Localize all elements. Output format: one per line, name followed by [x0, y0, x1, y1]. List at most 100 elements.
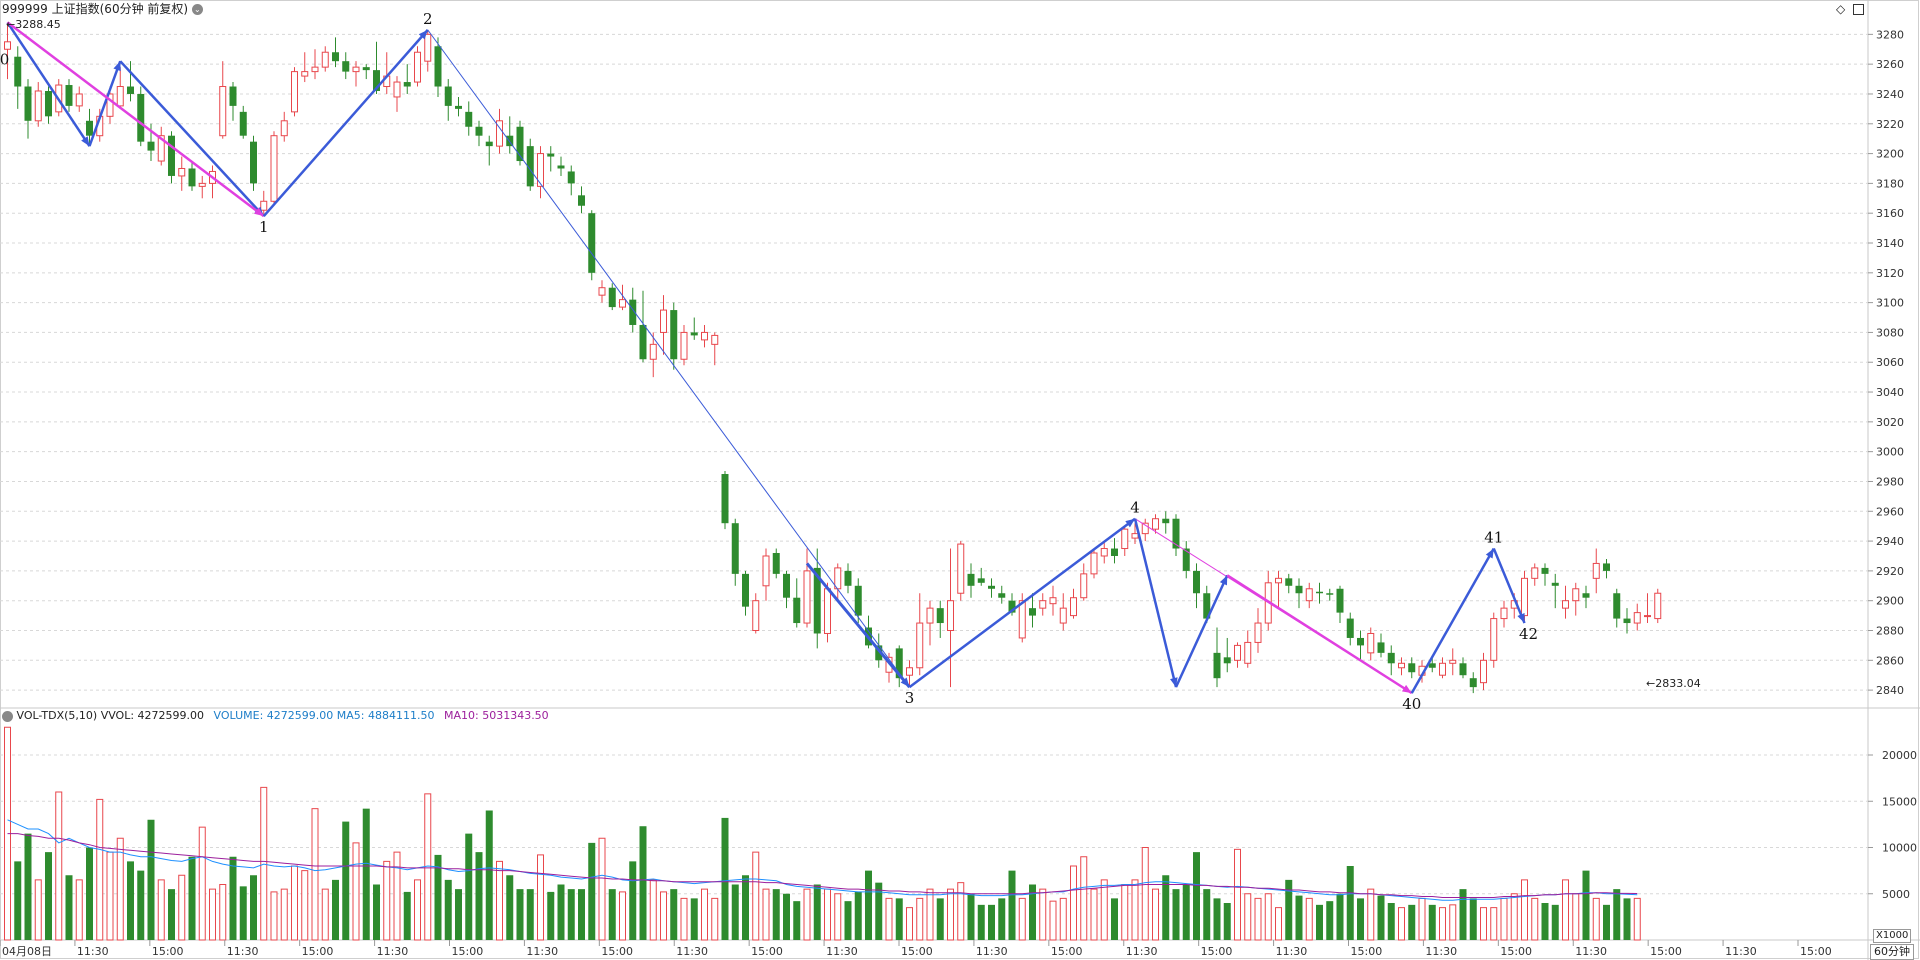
time-tick-label: 15:00: [1201, 945, 1233, 958]
candle-body-down: [1326, 593, 1334, 595]
candle-body-up: [680, 331, 688, 360]
diamond-icon[interactable]: ◇: [1836, 2, 1846, 16]
volume-bar-down: [362, 808, 370, 940]
volume-bar-down: [1213, 898, 1221, 940]
volume-bar-up: [1305, 897, 1313, 941]
candle-body-down: [65, 85, 73, 106]
candle-body-up: [260, 200, 268, 211]
candle-body-down: [936, 608, 944, 624]
zigzag-leg: [262, 29, 429, 218]
candle-body-down: [1285, 578, 1293, 586]
volume-bar-down: [1613, 889, 1621, 940]
ma5-value: MA5: 4884111.50: [336, 709, 435, 722]
zigzag-lines: [6, 21, 1526, 695]
volume-bar-up: [34, 879, 42, 941]
candle-body-down: [86, 120, 93, 136]
candle-body-down: [629, 299, 637, 325]
volume-bar-up: [1039, 888, 1047, 941]
title-dropdown-icon[interactable]: ⌄: [191, 4, 203, 15]
volume-bar-up: [198, 826, 206, 941]
volume-bar-down: [783, 893, 790, 940]
zigzag-leg-arrowhead: [1517, 613, 1525, 624]
candle-body-down: [1582, 593, 1590, 598]
time-tick-label: 11:30: [1276, 945, 1308, 958]
candle-body-up: [393, 81, 401, 98]
volume-bar-up: [157, 879, 165, 941]
candle-body-up: [1398, 662, 1405, 669]
volume-bar-up: [1254, 897, 1262, 941]
price-tick-label: 2940: [1876, 535, 1904, 548]
volume-bar-up: [1633, 897, 1641, 941]
ma10-value: MA10: 5031343.50: [443, 709, 549, 722]
volume-indicator-name[interactable]: VOL-TDX(5,10): [16, 709, 98, 722]
candle-body-down: [1336, 588, 1344, 613]
volume-bar-down: [608, 889, 616, 940]
volume-bar-up: [752, 851, 760, 941]
candle-body-down: [250, 141, 257, 184]
volume-bar-up: [1080, 856, 1088, 941]
candle-body-up: [496, 120, 503, 147]
zigzag-leg-major-arrowhead: [254, 207, 264, 217]
volume-bar-up: [834, 893, 842, 941]
zigzag-leg-arrowhead: [1219, 575, 1228, 586]
zigzag-point-label: 0: [0, 50, 9, 68]
candle-body-up: [280, 120, 288, 137]
candle-body-up: [1305, 588, 1313, 602]
zigzag-leg-major: [6, 21, 265, 218]
volume-grid: [0, 754, 1868, 895]
candle-body-up: [1480, 659, 1487, 684]
candle-body-up: [701, 331, 708, 341]
candle-body-down: [895, 648, 903, 679]
candle-body-up: [752, 600, 760, 632]
volume-bar-down: [557, 884, 565, 940]
time-tick-label: 11:30: [227, 945, 259, 958]
candle-body-up: [1059, 607, 1067, 624]
window-restore-icon[interactable]: [1853, 4, 1865, 15]
volume-bar-down: [373, 884, 380, 940]
zigzag-point-label: 2: [423, 10, 433, 28]
candle-body-down: [793, 597, 801, 624]
time-tick-label: 11:30: [676, 945, 708, 958]
volume-bar-down: [506, 875, 514, 940]
volume-bar-up: [1367, 888, 1375, 941]
volume-bar-down: [588, 842, 596, 940]
period-button[interactable]: 60分钟: [1870, 944, 1914, 960]
candle-body-down: [434, 46, 442, 87]
window-controls: ◇: [1836, 2, 1865, 16]
volume-bar-down: [731, 884, 739, 940]
candle-body-down: [1469, 678, 1477, 688]
candle-body-up: [803, 570, 811, 624]
volume-bar-up: [649, 879, 657, 941]
candle-body-down: [813, 567, 821, 634]
time-tick-label: 11:30: [1425, 945, 1457, 958]
time-tick-label: 15:00: [901, 945, 933, 958]
volume-bar-up: [1562, 879, 1569, 941]
time-tick-label: 15:00: [751, 945, 783, 958]
volume-bar-down: [813, 884, 821, 940]
candle-body-down: [772, 553, 780, 574]
candle-body-up: [1039, 600, 1047, 609]
candle-body-up: [1234, 644, 1241, 661]
volume-bar-down: [998, 898, 1006, 940]
volume-tick-label: 10000: [1882, 842, 1917, 855]
zigzag-leg: [908, 517, 1136, 689]
volume-bar-up: [824, 888, 831, 941]
time-tick-label: 15:00: [302, 945, 334, 958]
candle-body-up: [1500, 607, 1508, 620]
time-tick-label: 15:00: [152, 945, 184, 958]
candle-body-down: [1162, 518, 1170, 524]
volume-bar-up: [1018, 897, 1026, 941]
candle-body-up: [219, 86, 227, 137]
volume-settings-icon[interactable]: [2, 710, 13, 722]
volume-bar-down: [147, 819, 155, 940]
volume-bar-up: [1510, 893, 1518, 941]
candle-body-down: [1357, 637, 1364, 646]
candle-body-up: [301, 71, 309, 77]
zigzag-leg: [1410, 547, 1495, 694]
candle-body-down: [608, 287, 616, 308]
candle-body-down: [1223, 657, 1231, 664]
candle-body-down: [137, 93, 145, 142]
volume-bar-down: [465, 833, 473, 940]
zigzag-leg: [6, 21, 91, 147]
